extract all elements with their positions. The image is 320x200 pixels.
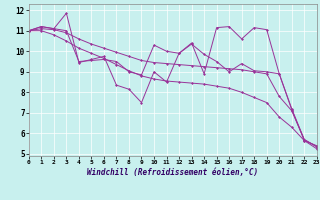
X-axis label: Windchill (Refroidissement éolien,°C): Windchill (Refroidissement éolien,°C): [87, 168, 258, 177]
